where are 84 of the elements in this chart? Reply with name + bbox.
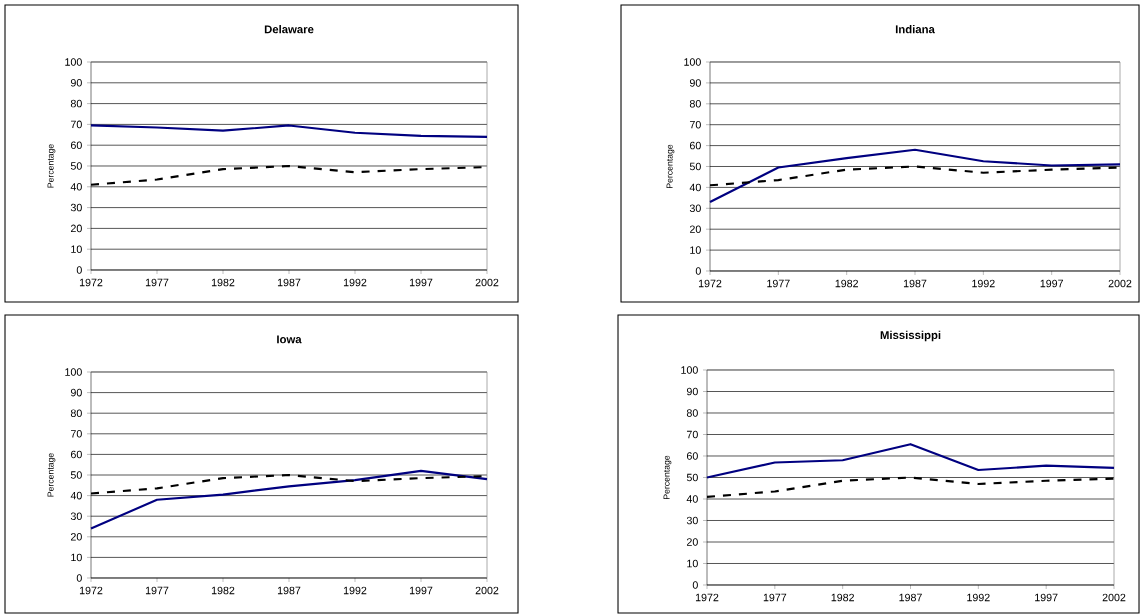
x-tick-label: 2002	[475, 278, 499, 287]
x-tick-label: 1987	[903, 279, 927, 288]
y-tick-label: 100	[65, 368, 82, 376]
y-tick-label: 20	[689, 225, 701, 233]
y-tick-label: 70	[689, 120, 701, 129]
y-tick-label: 50	[686, 473, 698, 482]
x-tick-label: 1982	[831, 593, 854, 602]
y-tick-label: 0	[692, 581, 698, 589]
y-tick-label: 90	[70, 388, 82, 397]
x-tick-label: 1982	[211, 586, 235, 595]
y-tick-label: 70	[70, 120, 82, 129]
y-tick-label: 30	[689, 204, 701, 213]
line-series	[708, 148, 1122, 204]
y-tick-label: 60	[689, 141, 701, 150]
x-tick-label: 1972	[695, 593, 719, 602]
y-tick-label: 10	[687, 559, 698, 568]
y-axis-title: Percentage	[47, 453, 56, 497]
x-tick-label: 1997	[1035, 593, 1058, 602]
y-tick-label: 60	[70, 450, 82, 459]
x-tick-label: 1972	[79, 278, 103, 287]
y-tick-label: 90	[686, 387, 698, 396]
x-tick-label: 1977	[145, 586, 169, 595]
x-tick-label: 1977	[767, 279, 790, 288]
y-tick-label: 20	[70, 224, 82, 233]
y-tick-label: 70	[686, 430, 698, 439]
x-tick-label: 1992	[343, 278, 367, 287]
y-tick-label: 40	[70, 183, 82, 191]
y-tick-label: 10	[71, 553, 82, 562]
x-tick-label: 1987	[899, 593, 922, 602]
x-tick-label: 1982	[835, 279, 858, 288]
y-tick-label: 60	[70, 141, 82, 149]
x-tick-label: 1977	[763, 593, 787, 602]
y-tick-label: 90	[70, 79, 82, 87]
chart-title: Indiana	[895, 24, 935, 34]
y-tick-label: 80	[70, 99, 82, 108]
y-tick-label: 30	[70, 512, 82, 520]
y-tick-label: 30	[686, 516, 698, 525]
x-tick-label: 2002	[1102, 593, 1126, 602]
y-axis-title: Percentage	[666, 144, 675, 188]
y-axis-title: Percentage	[663, 455, 672, 499]
y-tick-label: 90	[689, 79, 701, 87]
x-tick-label: 1972	[698, 279, 722, 288]
line-series	[89, 469, 489, 530]
x-tick-label: 1992	[343, 586, 367, 595]
x-tick-label: 1992	[972, 279, 995, 288]
y-tick-label: 40	[689, 183, 701, 192]
y-tick-label: 30	[70, 203, 82, 212]
y-tick-label: 40	[70, 491, 82, 500]
y-tick-label: 10	[690, 246, 701, 254]
x-tick-label: 1997	[409, 278, 433, 287]
x-tick-label: 2002	[1108, 279, 1132, 288]
chart-title: Mississippi	[880, 330, 941, 342]
y-tick-label: 70	[70, 430, 82, 438]
x-tick-label: 1997	[1040, 279, 1063, 288]
chart-title: Iowa	[277, 335, 302, 344]
x-tick-label: 1992	[967, 593, 990, 602]
y-tick-label: 80	[70, 409, 82, 417]
x-tick-label: 1982	[211, 278, 235, 287]
x-tick-label: 1972	[79, 586, 103, 595]
y-axis-title: Percentage	[47, 144, 56, 188]
x-tick-label: 1987	[277, 278, 301, 287]
x-tick-label: 1977	[145, 278, 169, 287]
x-tick-label: 1997	[409, 586, 433, 595]
y-tick-label: 40	[686, 495, 698, 503]
y-tick-label: 100	[684, 58, 701, 66]
y-tick-label: 100	[65, 58, 82, 66]
y-tick-label: 10	[71, 245, 82, 253]
x-tick-label: 1987	[277, 586, 301, 595]
y-tick-label: 60	[686, 452, 698, 460]
y-tick-label: 20	[70, 533, 82, 541]
y-tick-label: 80	[686, 409, 698, 417]
y-tick-label: 100	[681, 366, 698, 374]
y-tick-label: 50	[70, 162, 82, 170]
y-tick-label: 50	[70, 471, 82, 479]
y-tick-label: 80	[689, 100, 701, 108]
y-tick-label: 50	[689, 162, 701, 171]
line-series	[705, 443, 1116, 479]
line-series	[89, 124, 489, 138]
y-tick-label: 0	[76, 266, 82, 274]
y-tick-label: 0	[76, 574, 82, 582]
y-tick-label: 20	[686, 538, 698, 546]
x-tick-label: 2002	[475, 586, 499, 595]
chart-title: Delaware	[264, 24, 314, 34]
y-tick-label: 0	[695, 267, 701, 275]
